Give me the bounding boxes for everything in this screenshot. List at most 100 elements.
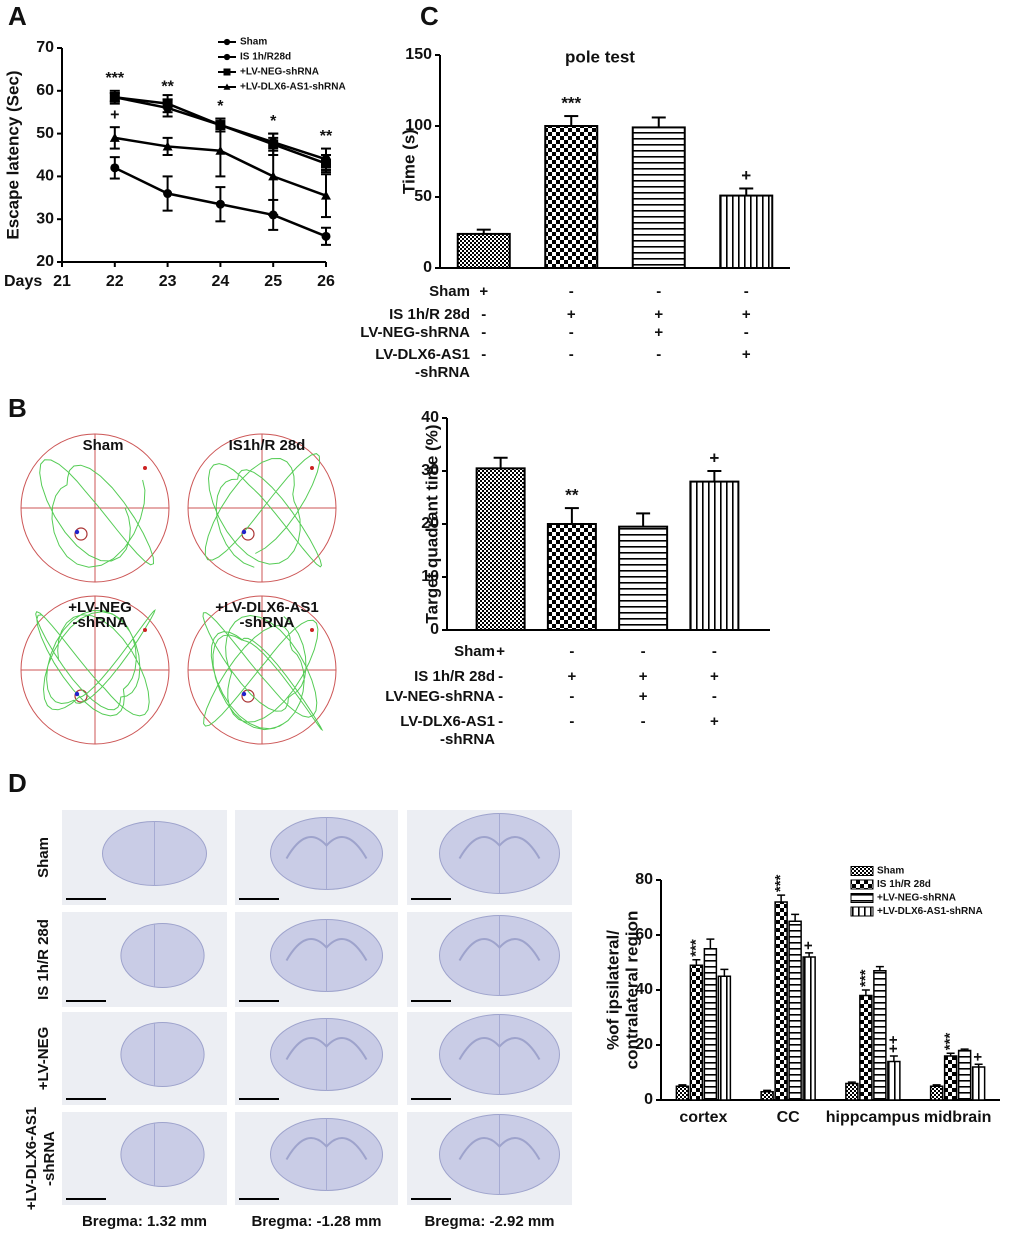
error-bar xyxy=(564,115,579,126)
bar xyxy=(675,1085,690,1101)
end-dot xyxy=(310,628,314,632)
annotation: *** xyxy=(857,969,874,987)
maze-label: Sham xyxy=(83,437,124,454)
brain-image xyxy=(62,1012,227,1105)
error-bar xyxy=(777,894,786,902)
maze-label: -shRNA xyxy=(73,614,128,631)
treatment-sign: + xyxy=(639,688,648,705)
treatment-label: LV-DLX6-AS1 xyxy=(400,713,495,730)
end-dot xyxy=(310,466,314,470)
treatment-sign: + xyxy=(710,713,719,730)
annotation: + xyxy=(800,941,817,950)
treatment-label: LV-NEG-shRNA xyxy=(385,688,495,705)
bar xyxy=(719,194,774,269)
treatment-sign: - xyxy=(712,643,717,660)
brain-image xyxy=(235,1112,398,1205)
y-axis-label: contralateral region xyxy=(622,911,641,1070)
y-tick-label: 20 xyxy=(36,253,54,270)
bar xyxy=(887,1060,901,1101)
annotation: *** xyxy=(561,94,581,113)
treatment-label: LV-DLX6-AS1 xyxy=(375,346,470,363)
legend-swatch xyxy=(850,893,874,903)
row-label: +LV-NEG xyxy=(35,1027,52,1091)
brain-image xyxy=(407,1112,572,1205)
y-tick-label: 30 xyxy=(36,210,54,227)
treatment-label: -shRNA xyxy=(415,364,470,381)
error-bar xyxy=(636,512,651,527)
hippocampus xyxy=(285,1037,368,1060)
y-tick-label: 40 xyxy=(36,168,54,185)
legend-swatch xyxy=(850,879,874,890)
panel-label: B xyxy=(8,393,27,423)
treatment-sign: - xyxy=(641,643,646,660)
legend-label: +LV-NEG-shRNA xyxy=(877,893,956,904)
brain-image xyxy=(235,1012,398,1105)
treatment-sign: - xyxy=(481,306,486,323)
maze-platform xyxy=(74,527,88,541)
treatment-sign: + xyxy=(496,643,505,660)
treatment-label: IS 1h/R 28d xyxy=(414,668,495,685)
y-tick-label: 60 xyxy=(635,926,653,943)
marker xyxy=(109,132,120,142)
y-tick-label: 40 xyxy=(421,409,439,426)
error-bar xyxy=(564,507,579,524)
marker xyxy=(162,98,173,109)
legend-label: IS 1h/R 28d xyxy=(877,879,931,890)
maze-platform xyxy=(241,689,255,703)
y-tick-label: 20 xyxy=(421,515,439,532)
annotation: ** xyxy=(565,486,579,505)
treatment-sign: - xyxy=(744,324,749,341)
annotation: *** xyxy=(942,1033,959,1051)
end-dot xyxy=(143,466,147,470)
end-dot xyxy=(143,628,147,632)
column-label: Bregma: 1.32 mm xyxy=(82,1213,207,1230)
treatment-sign: - xyxy=(656,346,661,363)
y-tick-label: 0 xyxy=(423,259,432,276)
marker xyxy=(321,158,331,169)
x-tick-label: 21 xyxy=(53,273,71,290)
treatment-label: IS 1h/R 28d xyxy=(389,306,470,323)
row-label: Sham xyxy=(35,837,52,878)
annotation: *** xyxy=(772,874,789,892)
treatment-label: Sham xyxy=(429,283,470,300)
y-tick-label: 60 xyxy=(36,82,54,99)
error-bar xyxy=(493,456,508,469)
bar xyxy=(873,970,887,1101)
y-tick-label: 150 xyxy=(405,46,432,63)
brain-section xyxy=(120,1022,205,1087)
annotation: ++ xyxy=(885,1035,902,1053)
treatment-sign: + xyxy=(639,668,648,685)
treatment-sign: - xyxy=(569,324,574,341)
row-label: +LV-DLX6-AS1 xyxy=(23,1107,40,1211)
treatment-sign: - xyxy=(744,283,749,300)
treatment-label: LV-NEG-shRNA xyxy=(360,324,470,341)
x-tick-label: 25 xyxy=(264,273,282,290)
x-tick-label: 23 xyxy=(159,273,177,290)
annotation: * xyxy=(270,113,277,130)
start-dot xyxy=(74,529,80,535)
maze-image xyxy=(187,433,337,583)
treatment-sign: - xyxy=(569,688,574,705)
brain-image xyxy=(407,1012,572,1105)
legend-swatch xyxy=(850,906,874,917)
hippocampus xyxy=(285,1137,368,1160)
brain-image xyxy=(235,912,398,1007)
y-tick-label: 30 xyxy=(421,462,439,479)
treatment-sign: - xyxy=(481,324,486,341)
y-tick-label: 100 xyxy=(405,117,432,134)
y-tick-label: 40 xyxy=(635,981,653,998)
marker xyxy=(223,83,231,90)
treatment-sign: - xyxy=(656,283,661,300)
chart-title: pole test xyxy=(565,47,635,66)
panel-label: D xyxy=(8,768,27,798)
treatment-sign: + xyxy=(479,283,488,300)
x-tick-label: 24 xyxy=(212,273,230,290)
marker xyxy=(163,189,173,199)
y-axis-label: Target quadrant time (%) xyxy=(422,425,441,624)
column-label: Bregma: -2.92 mm xyxy=(424,1213,554,1230)
bar xyxy=(475,467,526,631)
maze-label: IS1h/R 28d xyxy=(229,437,306,454)
x-axis-label: Days xyxy=(4,273,42,290)
bar xyxy=(957,1049,972,1101)
y-axis-label: %of ipsilateral/ xyxy=(603,930,622,1050)
